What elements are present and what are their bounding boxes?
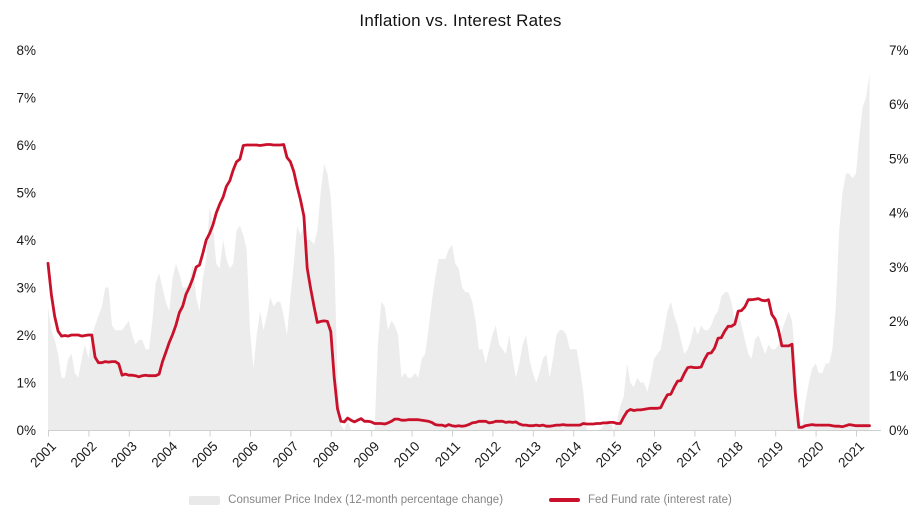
y-axis-label-left: 5%	[16, 185, 36, 200]
y-axis-label-left: 1%	[16, 375, 36, 390]
x-tick-label: 2014	[552, 438, 584, 470]
y-axis-label-right: 4%	[889, 206, 909, 221]
x-tick-label: 2010	[391, 439, 423, 471]
legend-item-fed: Fed Fund rate (interest rate)	[549, 494, 732, 506]
x-tick-label: 2005	[189, 439, 221, 471]
fed-line-path	[46, 143, 871, 429]
y-axis-label-right: 6%	[889, 97, 909, 112]
y-axis-label-left: 6%	[16, 138, 36, 153]
x-tick-label: 2004	[148, 438, 180, 470]
legend-item-cpi: Consumer Price Index (12-month percentag…	[189, 494, 503, 506]
x-tick-label: 2002	[68, 439, 100, 471]
x-tick-label: 2008	[310, 439, 342, 471]
y-axis-label-left: 7%	[16, 90, 36, 105]
cpi-area-swatch	[189, 495, 221, 505]
y-axis-label-right: 3%	[889, 260, 909, 275]
x-tick-label: 2016	[633, 439, 665, 471]
legend-label-fed: Fed Fund rate (interest rate)	[588, 494, 732, 506]
y-axis-label-left: 0%	[16, 423, 36, 438]
x-tick-label: 2020	[795, 439, 827, 471]
x-tick-label: 2019	[754, 439, 786, 471]
y-axis-label-right: 7%	[889, 43, 909, 58]
y-axis-label-right: 5%	[889, 151, 909, 166]
fed-line-swatch	[549, 498, 581, 502]
x-tick-label: 2011	[432, 439, 463, 470]
x-tick-label: 2009	[350, 439, 382, 471]
x-tick-label: 2003	[108, 439, 140, 471]
cpi-area-path	[48, 73, 870, 431]
x-tick-label: 2013	[512, 439, 544, 471]
y-axis-label-right: 1%	[889, 369, 909, 384]
y-axis-label-left: 2%	[16, 328, 36, 343]
x-tick-label: 2006	[229, 439, 261, 471]
y-axis-label-right: 0%	[889, 423, 909, 438]
y-axis-label-right: 2%	[889, 314, 909, 329]
y-axis-label-left: 3%	[16, 280, 36, 295]
legend-label-cpi: Consumer Price Index (12-month percentag…	[228, 494, 504, 506]
y-axis-label-left: 4%	[16, 233, 36, 248]
y-axis-label-left: 8%	[16, 43, 36, 58]
x-tick-label: 2015	[593, 439, 625, 471]
x-tick-label: 2017	[674, 439, 706, 471]
legend: Consumer Price Index (12-month percentag…	[0, 494, 921, 506]
x-tick-label: 2007	[270, 439, 302, 471]
x-tick-label: 2012	[472, 439, 504, 471]
x-tick-label: 2001	[27, 439, 59, 471]
x-tick-label: 2018	[714, 439, 746, 471]
x-tick-label: 2021	[835, 439, 867, 471]
chart-title: Inflation vs. Interest Rates	[359, 11, 562, 30]
